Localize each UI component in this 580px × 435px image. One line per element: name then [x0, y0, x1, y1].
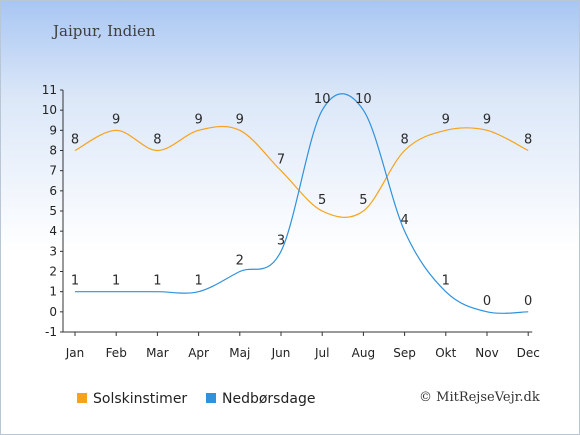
- data-label-sunshine: 8: [400, 133, 408, 148]
- y-tick-label: 2: [49, 265, 57, 279]
- x-tick-label: Jan: [65, 346, 85, 360]
- data-label-rain-days: 4: [400, 213, 408, 228]
- data-label-sunshine: 5: [318, 193, 326, 208]
- y-tick-label: 1: [49, 285, 57, 299]
- data-label-sunshine: 9: [112, 112, 120, 127]
- legend-item-sunshine: Solskinstimer: [77, 391, 187, 407]
- y-tick-label: 4: [49, 224, 57, 238]
- x-tick-label: Jul: [314, 346, 329, 360]
- y-tick-label: 0: [49, 305, 57, 319]
- y-tick-label: -1: [45, 325, 57, 339]
- y-tick-label: 10: [42, 103, 57, 117]
- y-tick-label: 6: [49, 184, 57, 198]
- y-tick-label: 9: [49, 123, 57, 137]
- data-label-rain-days: 1: [194, 274, 202, 289]
- x-tick-label: Aug: [352, 346, 375, 360]
- y-tick-label: 7: [49, 164, 57, 178]
- line-rain-days: [75, 93, 529, 314]
- data-label-rain-days: 0: [524, 294, 532, 309]
- x-tick-label: Okt: [435, 346, 456, 360]
- data-label-rain-days: 0: [483, 294, 491, 309]
- data-label-sunshine: 5: [359, 193, 367, 208]
- data-label-rain-days: 1: [153, 274, 161, 289]
- y-tick-label: 3: [49, 244, 57, 258]
- data-label-rain-days: 10: [314, 92, 331, 107]
- legend-label-sunshine: Solskinstimer: [93, 391, 188, 407]
- data-label-rain-days: 2: [236, 254, 244, 269]
- data-label-sunshine: 8: [153, 133, 161, 148]
- x-tick-label: Dec: [517, 346, 540, 360]
- data-label-sunshine: 8: [524, 133, 532, 148]
- data-label-sunshine: 7: [277, 153, 285, 168]
- location-title: Jaipur, Indien: [53, 22, 156, 40]
- series-lines: [74, 93, 529, 314]
- data-label-sunshine: 9: [483, 112, 491, 127]
- legend-swatch-sunshine: [77, 393, 87, 403]
- data-label-rain-days: 1: [442, 274, 450, 289]
- x-tick-label: Maj: [229, 346, 250, 360]
- x-tick-label: Nov: [475, 346, 498, 360]
- x-tick-label: Sep: [393, 346, 416, 360]
- x-tick-label: Jun: [271, 346, 291, 360]
- legend-item-rain-days: Nedbørsdage: [206, 391, 315, 407]
- y-tick-label: 5: [49, 204, 57, 218]
- data-label-rain-days: 1: [71, 274, 79, 289]
- x-tick-label: Mar: [146, 346, 169, 360]
- data-label-rain-days: 10: [355, 92, 372, 107]
- credit-text: © MitRejseVejr.dk: [419, 390, 540, 405]
- line-sunshine: [74, 125, 529, 218]
- legend-swatch-rain-days: [206, 393, 216, 403]
- data-label-rain-days: 1: [112, 274, 120, 289]
- data-label-rain-days: 3: [277, 233, 285, 248]
- data-label-sunshine: 8: [71, 133, 79, 148]
- x-tick-label: Apr: [188, 346, 209, 360]
- y-tick-label: 8: [49, 144, 57, 158]
- x-tick-label: Feb: [106, 346, 127, 360]
- legend-label-rain-days: Nedbørsdage: [222, 391, 316, 407]
- data-label-sunshine: 9: [442, 112, 450, 127]
- y-tick-label: 11: [42, 83, 57, 97]
- data-label-sunshine: 9: [194, 112, 202, 127]
- data-label-sunshine: 9: [236, 112, 244, 127]
